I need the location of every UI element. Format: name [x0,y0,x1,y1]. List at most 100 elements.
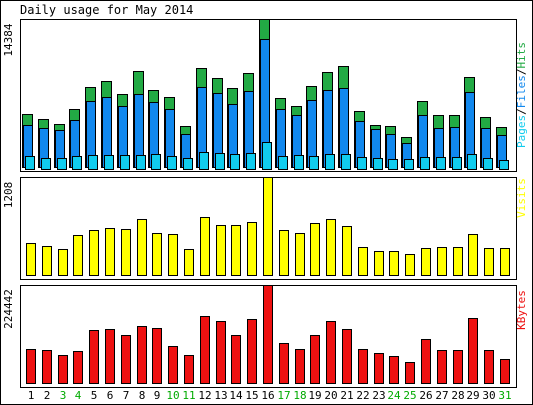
pages-bar [483,158,493,170]
pages-bar [167,156,177,170]
kbytes-bar [121,335,131,384]
kbytes-bar [58,355,68,384]
kbytes-bar [405,362,415,384]
day-label: 30 [482,389,495,402]
visits-bar [263,177,273,276]
kbytes-bar [342,329,352,384]
ymax-label-visits: 1208 [2,182,15,209]
day-label: 15 [245,389,258,402]
kbytes-bar [200,316,210,384]
visits-bar [295,233,305,276]
ymax-label-kbytes: 224442 [2,289,15,329]
kbytes-bar [247,319,257,384]
visits-bar [152,233,162,276]
visits-bar [200,217,210,276]
day-label: 26 [419,389,432,402]
kbytes-bar [231,335,241,384]
pages-bar [452,157,462,170]
kbytes-bar [484,350,494,384]
kbytes-bar [279,343,289,384]
kbytes-bar [358,349,368,384]
pages-bar [294,155,304,170]
day-label: 4 [75,389,82,402]
visits-bar [500,248,510,276]
pages-bar [151,154,161,170]
ylabel-visits: Visits [515,178,528,218]
day-label: 29 [466,389,479,402]
kbytes-bar [263,285,273,384]
pages-bar [499,160,509,170]
day-label: 25 [403,389,416,402]
kbytes-bar [310,335,320,384]
visits-bar [374,251,384,276]
pages-bar [325,154,335,170]
visits-bar [468,234,478,276]
ylabel-part-pages: Pages [515,115,528,148]
kbytes-bar [216,321,226,384]
pages-bar [199,152,209,170]
kbytes-bar [437,350,447,384]
day-label: 8 [139,389,146,402]
kbytes-bar [421,339,431,384]
pages-bar [404,159,414,170]
visits-bar [405,254,415,276]
visits-bar [326,219,336,276]
pages-bar [278,156,288,170]
pages-bar [120,155,130,170]
visits-bar [453,247,463,276]
kbytes-bar [500,359,510,384]
kbytes-bar [389,356,399,384]
day-label: 5 [91,389,98,402]
day-label: 1 [28,389,35,402]
kbytes-bar [137,326,147,384]
day-label: 6 [107,389,114,402]
kbytes-bar [105,329,115,384]
pages-bar [88,155,98,170]
day-label: 9 [154,389,161,402]
day-label: 10 [166,389,179,402]
pages-bar [230,154,240,170]
day-label: 18 [293,389,306,402]
pages-bar [420,157,430,170]
visits-bar [58,249,68,276]
kbytes-bar [89,330,99,384]
visits-bar [26,243,36,276]
visits-bar [231,225,241,276]
pages-bar [41,158,51,170]
pages-bar [215,153,225,170]
kbytes-bar [295,349,305,384]
visits-bar [310,223,320,276]
day-label: 22 [356,389,369,402]
pages-bar [373,158,383,170]
visits-bar [121,229,131,276]
visits-bar [184,249,194,276]
day-label: 19 [308,389,321,402]
visits-bar [389,251,399,276]
pages-bar [341,154,351,170]
pages-bar [357,157,367,170]
pages-bar [57,158,67,170]
visits-bar [89,230,99,276]
pages-bar [246,153,256,170]
ylabel-pages-files-hits: Pages/Files/Hits [515,42,528,148]
visits-bar [342,226,352,276]
kbytes-bar [168,346,178,384]
kbytes-bar [374,353,384,384]
kbytes-bar [152,328,162,384]
pages-bar [309,156,319,170]
day-label: 2 [44,389,51,402]
pages-bar [136,155,146,170]
visits-bar [105,228,115,276]
visits-bar [279,230,289,276]
pages-bar [104,155,114,170]
kbytes-bar [468,318,478,384]
day-label: 17 [277,389,290,402]
ymax-label-hits: 14384 [2,23,15,56]
day-label: 12 [198,389,211,402]
day-label: 7 [123,389,130,402]
kbytes-bar [26,349,36,384]
visits-bar [421,248,431,276]
day-label: 28 [451,389,464,402]
chart-title: Daily usage for May 2014 [20,3,194,17]
kbytes-bar [73,351,83,384]
